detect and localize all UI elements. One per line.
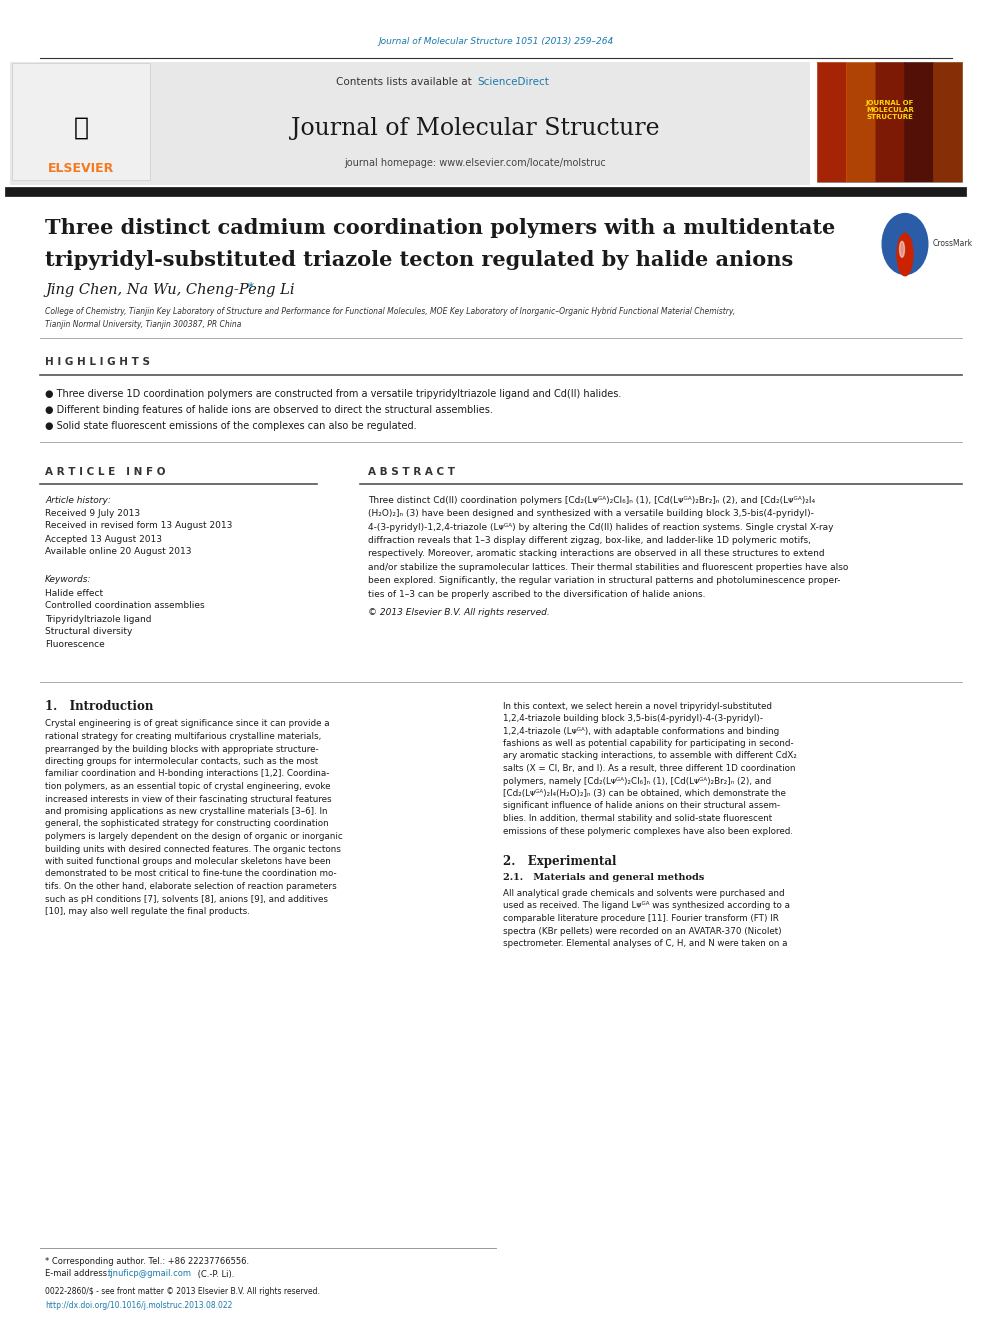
Text: polymers, namely [Cd₂(Lᴪᴳᴬ)₂Cl₆]ₙ (1), [Cd(Lᴪᴳᴬ)₂Br₂]ₙ (2), and: polymers, namely [Cd₂(Lᴪᴳᴬ)₂Cl₆]ₙ (1), [… bbox=[503, 777, 771, 786]
Text: Three distinct cadmium coordination polymers with a multidentate: Three distinct cadmium coordination poly… bbox=[45, 218, 835, 238]
Text: Tianjin Normal University, Tianjin 300387, PR China: Tianjin Normal University, Tianjin 30038… bbox=[45, 319, 241, 328]
Text: such as pH conditions [7], solvents [8], anions [9], and additives: such as pH conditions [7], solvents [8],… bbox=[45, 894, 328, 904]
Text: tifs. On the other hand, elaborate selection of reaction parameters: tifs. On the other hand, elaborate selec… bbox=[45, 882, 336, 890]
Text: rational strategy for creating multifarious crystalline materials,: rational strategy for creating multifari… bbox=[45, 732, 321, 741]
Text: salts (X = Cl, Br, and I). As a result, three different 1D coordination: salts (X = Cl, Br, and I). As a result, … bbox=[503, 763, 796, 773]
Text: blies. In addition, thermal stability and solid-state fluorescent: blies. In addition, thermal stability an… bbox=[503, 814, 772, 823]
Text: spectrometer. Elemental analyses of C, H, and N were taken on a: spectrometer. Elemental analyses of C, H… bbox=[503, 939, 788, 949]
Text: CrossMark: CrossMark bbox=[932, 239, 973, 249]
Text: http://dx.doi.org/10.1016/j.molstruc.2013.08.022: http://dx.doi.org/10.1016/j.molstruc.201… bbox=[45, 1301, 232, 1310]
Text: 1,2,4-triazole (Lᴪᴳᴬ), with adaptable conformations and binding: 1,2,4-triazole (Lᴪᴳᴬ), with adaptable co… bbox=[503, 726, 780, 736]
Text: *: * bbox=[248, 282, 254, 295]
Text: tripyridyl-substituted triazole tecton regulated by halide anions: tripyridyl-substituted triazole tecton r… bbox=[45, 250, 794, 270]
Text: 🌿: 🌿 bbox=[73, 116, 88, 140]
Text: diffraction reveals that 1–3 display different zigzag, box-like, and ladder-like: diffraction reveals that 1–3 display dif… bbox=[368, 536, 810, 545]
Text: Jing Chen, Na Wu, Cheng-Peng Li: Jing Chen, Na Wu, Cheng-Peng Li bbox=[45, 283, 295, 296]
Text: (H₂O)₂]ₙ (3) have been designed and synthesized with a versatile building block : (H₂O)₂]ₙ (3) have been designed and synt… bbox=[368, 509, 813, 519]
Text: 2.1.   Materials and general methods: 2.1. Materials and general methods bbox=[503, 873, 704, 882]
Text: Article history:: Article history: bbox=[45, 496, 111, 504]
Bar bbox=[933, 62, 963, 183]
Text: Journal of Molecular Structure 1051 (2013) 259–264: Journal of Molecular Structure 1051 (201… bbox=[378, 37, 614, 46]
Text: Tripyridyltriazole ligand: Tripyridyltriazole ligand bbox=[45, 614, 152, 623]
Text: ELSEVIER: ELSEVIER bbox=[48, 161, 114, 175]
Text: Journal of Molecular Structure: Journal of Molecular Structure bbox=[291, 116, 660, 139]
Text: been explored. Significantly, the regular variation in structural patterns and p: been explored. Significantly, the regula… bbox=[368, 577, 840, 586]
Text: building units with desired connected features. The organic tectons: building units with desired connected fe… bbox=[45, 844, 341, 853]
Text: prearranged by the building blocks with appropriate structure-: prearranged by the building blocks with … bbox=[45, 745, 318, 754]
Text: directing groups for intermolecular contacts, such as the most: directing groups for intermolecular cont… bbox=[45, 757, 318, 766]
Text: Available online 20 August 2013: Available online 20 August 2013 bbox=[45, 548, 191, 557]
Text: Three distinct Cd(II) coordination polymers [Cd₂(Lᴪᴳᴬ)₂Cl₆]ₙ (1), [Cd(Lᴪᴳᴬ)₂Br₂]: Three distinct Cd(II) coordination polym… bbox=[368, 496, 815, 504]
Text: and promising applications as new crystalline materials [3–6]. In: and promising applications as new crysta… bbox=[45, 807, 327, 816]
Text: familiar coordination and H-bonding interactions [1,2]. Coordina-: familiar coordination and H-bonding inte… bbox=[45, 770, 329, 778]
Text: polymers is largely dependent on the design of organic or inorganic: polymers is largely dependent on the des… bbox=[45, 832, 343, 841]
Text: Structural diversity: Structural diversity bbox=[45, 627, 132, 636]
Text: ● Three diverse 1D coordination polymers are constructed from a versatile tripyr: ● Three diverse 1D coordination polymers… bbox=[45, 389, 621, 400]
Text: Fluorescence: Fluorescence bbox=[45, 640, 105, 650]
Text: [Cd₂(Lᴪᴳᴬ)₂I₄(H₂O)₂]ₙ (3) can be obtained, which demonstrate the: [Cd₂(Lᴪᴳᴬ)₂I₄(H₂O)₂]ₙ (3) can be obtaine… bbox=[503, 789, 786, 798]
Text: Received 9 July 2013: Received 9 July 2013 bbox=[45, 508, 140, 517]
Bar bbox=[846, 62, 876, 183]
Text: ties of 1–3 can be properly ascribed to the diversification of halide anions.: ties of 1–3 can be properly ascribed to … bbox=[368, 590, 705, 599]
Ellipse shape bbox=[900, 241, 905, 257]
Text: Keywords:: Keywords: bbox=[45, 576, 91, 585]
Bar bbox=[875, 62, 905, 183]
Text: fashions as well as potential capability for participating in second-: fashions as well as potential capability… bbox=[503, 740, 794, 747]
Bar bbox=[12, 64, 150, 180]
Text: respectively. Moreover, aromatic stacking interactions are observed in all these: respectively. Moreover, aromatic stackin… bbox=[368, 549, 824, 558]
Text: emissions of these polymeric complexes have also been explored.: emissions of these polymeric complexes h… bbox=[503, 827, 793, 836]
Text: with suited functional groups and molecular skeletons have been: with suited functional groups and molecu… bbox=[45, 857, 330, 867]
Text: H I G H L I G H T S: H I G H L I G H T S bbox=[45, 357, 150, 366]
Text: Accepted 13 August 2013: Accepted 13 August 2013 bbox=[45, 534, 162, 544]
Text: A R T I C L E   I N F O: A R T I C L E I N F O bbox=[45, 467, 166, 478]
Text: Controlled coordination assemblies: Controlled coordination assemblies bbox=[45, 602, 204, 610]
Text: Halide effect: Halide effect bbox=[45, 589, 103, 598]
Text: tjnuficp@gmail.com: tjnuficp@gmail.com bbox=[108, 1270, 192, 1278]
Text: JOURNAL OF
MOLECULAR
STRUCTURE: JOURNAL OF MOLECULAR STRUCTURE bbox=[866, 101, 915, 120]
Text: increased interests in view of their fascinating structural features: increased interests in view of their fas… bbox=[45, 795, 331, 803]
Text: In this context, we select herein a novel tripyridyl-substituted: In this context, we select herein a nove… bbox=[503, 701, 772, 710]
Text: comparable literature procedure [11]. Fourier transform (FT) IR: comparable literature procedure [11]. Fo… bbox=[503, 914, 779, 923]
Text: 1.   Introduction: 1. Introduction bbox=[45, 700, 154, 713]
Text: general, the sophisticated strategy for constructing coordination: general, the sophisticated strategy for … bbox=[45, 819, 328, 828]
Text: [10], may also well regulate the final products.: [10], may also well regulate the final p… bbox=[45, 908, 250, 916]
Text: spectra (KBr pellets) were recorded on an AVATAR-370 (Nicolet): spectra (KBr pellets) were recorded on a… bbox=[503, 926, 782, 935]
Text: E-mail address:: E-mail address: bbox=[45, 1270, 110, 1278]
Text: significant influence of halide anions on their structural assem-: significant influence of halide anions o… bbox=[503, 802, 780, 811]
Text: * Corresponding author. Tel.: +86 22237766556.: * Corresponding author. Tel.: +86 222377… bbox=[45, 1257, 249, 1266]
Bar bbox=[817, 62, 847, 183]
Text: 4-(3-pyridyl)-1,2,4-triazole (Lᴪᴳᴬ) by altering the Cd(II) halides of reaction s: 4-(3-pyridyl)-1,2,4-triazole (Lᴪᴳᴬ) by a… bbox=[368, 523, 833, 532]
Circle shape bbox=[882, 213, 928, 274]
Bar bbox=[904, 62, 933, 183]
Text: ● Different binding features of halide ions are observed to direct the structura: ● Different binding features of halide i… bbox=[45, 405, 493, 415]
Text: © 2013 Elsevier B.V. All rights reserved.: © 2013 Elsevier B.V. All rights reserved… bbox=[368, 607, 550, 617]
Ellipse shape bbox=[897, 233, 913, 275]
Text: ● Solid state fluorescent emissions of the complexes can also be regulated.: ● Solid state fluorescent emissions of t… bbox=[45, 421, 417, 431]
Text: used as received. The ligand Lᴪᴳᴬ was synthesized according to a: used as received. The ligand Lᴪᴳᴬ was sy… bbox=[503, 901, 790, 910]
Text: Received in revised form 13 August 2013: Received in revised form 13 August 2013 bbox=[45, 521, 232, 531]
Text: ScienceDirect: ScienceDirect bbox=[477, 77, 549, 87]
Text: tion polymers, as an essential topic of crystal engineering, evoke: tion polymers, as an essential topic of … bbox=[45, 782, 330, 791]
Text: ary aromatic stacking interactions, to assemble with different CdX₂: ary aromatic stacking interactions, to a… bbox=[503, 751, 797, 761]
Bar bbox=[10, 62, 810, 185]
Text: 0022-2860/$ - see front matter © 2013 Elsevier B.V. All rights reserved.: 0022-2860/$ - see front matter © 2013 El… bbox=[45, 1287, 319, 1297]
Text: (C.-P. Li).: (C.-P. Li). bbox=[195, 1270, 234, 1278]
Text: College of Chemistry, Tianjin Key Laboratory of Structure and Performance for Fu: College of Chemistry, Tianjin Key Labora… bbox=[45, 307, 735, 316]
Text: A B S T R A C T: A B S T R A C T bbox=[368, 467, 455, 478]
Bar bbox=[817, 62, 962, 183]
Text: demonstrated to be most critical to fine-tune the coordination mo-: demonstrated to be most critical to fine… bbox=[45, 869, 336, 878]
Text: 2.   Experimental: 2. Experimental bbox=[503, 855, 616, 868]
Text: and/or stabilize the supramolecular lattices. Their thermal stabilities and fluo: and/or stabilize the supramolecular latt… bbox=[368, 564, 848, 572]
Text: All analytical grade chemicals and solvents were purchased and: All analytical grade chemicals and solve… bbox=[503, 889, 785, 898]
Text: 1,2,4-triazole building block 3,5-bis(4-pyridyl)-4-(3-pyridyl)-: 1,2,4-triazole building block 3,5-bis(4-… bbox=[503, 714, 763, 722]
Text: journal homepage: www.elsevier.com/locate/molstruc: journal homepage: www.elsevier.com/locat… bbox=[344, 157, 606, 168]
Text: Contents lists available at: Contents lists available at bbox=[336, 77, 475, 87]
Text: Crystal engineering is of great significance since it can provide a: Crystal engineering is of great signific… bbox=[45, 720, 329, 729]
